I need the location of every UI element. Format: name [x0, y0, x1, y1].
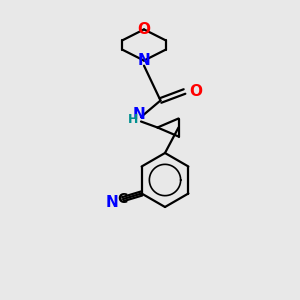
Text: N: N [138, 53, 150, 68]
Text: N: N [106, 195, 118, 210]
Text: N: N [133, 107, 146, 122]
Text: C: C [117, 192, 128, 206]
Text: H: H [128, 113, 138, 126]
Text: O: O [189, 84, 202, 99]
Text: O: O [137, 22, 151, 37]
